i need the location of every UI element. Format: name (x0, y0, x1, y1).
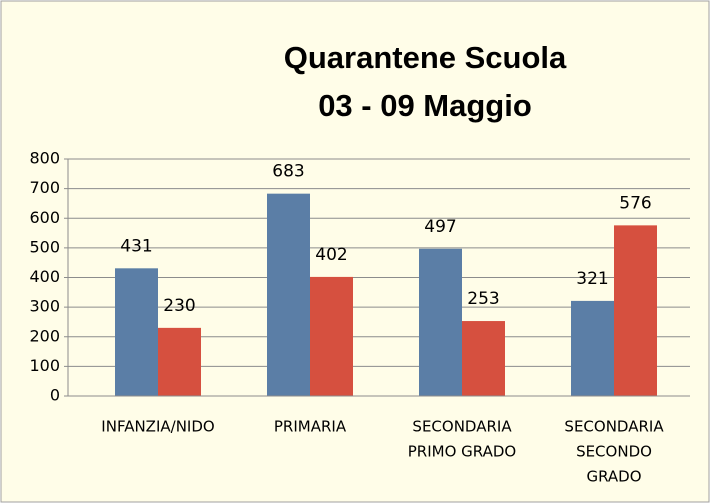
x-tick-label: SECONDARIA (412, 418, 512, 436)
data-label: 431 (120, 236, 152, 256)
data-label: 402 (315, 245, 347, 265)
y-tick-label: 500 (29, 237, 60, 256)
y-tick-label: 600 (29, 208, 60, 227)
y-tick-label: 400 (29, 267, 60, 286)
x-tick-label: PRIMO GRADO (408, 443, 516, 461)
bar (158, 327, 201, 396)
bar (462, 321, 505, 396)
data-label: 497 (424, 217, 456, 237)
y-tick-label: 300 (29, 297, 60, 316)
y-tick-label: 0 (50, 386, 60, 405)
bar (310, 276, 353, 396)
data-label: 253 (467, 289, 499, 309)
bar (419, 248, 462, 396)
data-label: 321 (576, 269, 608, 289)
data-label: 230 (163, 296, 195, 316)
bar (571, 300, 614, 396)
y-tick-label: 800 (29, 149, 60, 168)
bar (614, 225, 657, 396)
y-tick-label: 200 (29, 326, 60, 345)
x-tick-label: SECONDARIA (564, 418, 664, 436)
chart-title: Quarantene Scuola (284, 40, 567, 75)
chart-title: 03 - 09 Maggio (318, 88, 532, 123)
x-tick-label: GRADO (586, 468, 641, 486)
data-label: 576 (619, 193, 651, 213)
y-tick-label: 700 (29, 178, 60, 197)
x-tick-label: PRIMARIA (274, 418, 347, 436)
x-tick-label: SECONDO (576, 443, 652, 461)
x-tick-label: INFANZIA/NIDO (101, 418, 214, 436)
data-label: 683 (272, 162, 304, 182)
y-tick-label: 100 (29, 356, 60, 375)
bar (267, 193, 310, 396)
bar (115, 268, 158, 396)
